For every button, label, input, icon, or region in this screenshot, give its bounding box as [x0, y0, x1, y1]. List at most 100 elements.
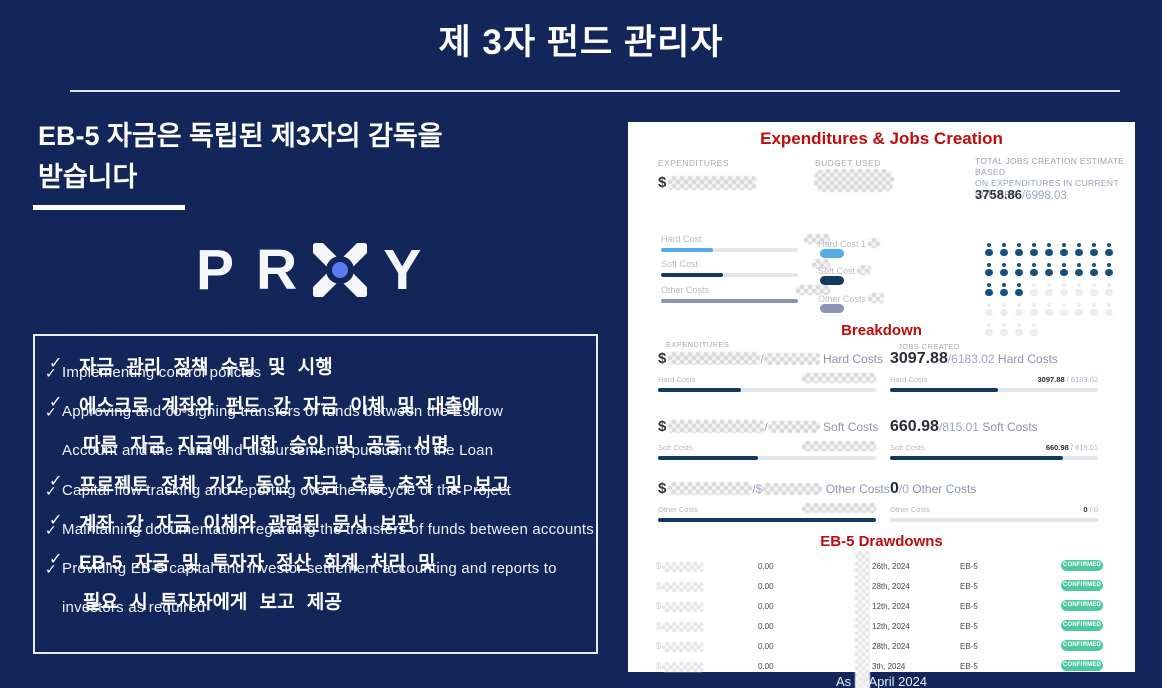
person-icon [1090, 283, 1098, 296]
mini-bar-label: Hard Costs [890, 375, 928, 384]
jobs-value: 660.98 [890, 418, 939, 435]
checklist-text-ko: 따른 자금 지급에 대한 승인 및 공동 서명 [83, 435, 449, 457]
breakdown-title: Breakdown [841, 322, 922, 339]
person-icon [1000, 263, 1008, 276]
person-body [1060, 289, 1068, 296]
drawdown-value: 0.00 [758, 662, 774, 671]
drawdown-amount-redacted: $ [656, 641, 705, 652]
dollar-sign: $ [658, 480, 667, 497]
legend-swatch [820, 276, 844, 285]
budget-used-value-redacted [814, 169, 894, 192]
dollar-sign: $ [658, 350, 667, 367]
breakdown-expenditure-value: $ / Hard Costs [658, 350, 883, 368]
person-head [1077, 263, 1081, 267]
person-body [1105, 309, 1113, 316]
check-icon: ✓ [45, 365, 57, 381]
mini-bar-label: Other Costs [658, 505, 699, 514]
drawdown-amount-redacted: $ [656, 661, 705, 672]
mini-bar-fill [890, 456, 1063, 460]
cost-name: Other Costs [822, 482, 890, 496]
redacted-amount [662, 641, 705, 652]
person-body [1105, 249, 1113, 256]
person-body [1030, 289, 1038, 296]
drawdown-amount-redacted: $ [656, 561, 705, 572]
mini-bar-value-bold: 3097.88 [1037, 375, 1065, 384]
drawdown-row: $0.00 12th, 2024 EB-5 CONFIRMED [656, 598, 1107, 618]
mini-bar-value: 0 / 0 [1083, 505, 1098, 514]
dollar-sign: $ [658, 418, 667, 435]
checklist-line-ko: ✓ 계좌 간 자금 이체와 관련된 문서 보관 [35, 509, 596, 539]
person-head [1107, 303, 1111, 307]
budget-used-label: BUDGET USED [815, 158, 881, 168]
cost-bar-track [661, 248, 798, 252]
person-body [1045, 309, 1053, 316]
breakdown-jobs-value: 660.98/815.01 Soft Costs [890, 418, 1098, 436]
redacted-amount [668, 420, 765, 434]
x-blue-dot [332, 262, 349, 278]
dollar-sign: $ [656, 641, 662, 651]
person-head [1107, 263, 1111, 267]
person-icon [1030, 283, 1038, 296]
person-body [1015, 249, 1023, 256]
person-icon [985, 283, 993, 296]
person-head [1002, 243, 1006, 247]
person-body [1030, 269, 1038, 276]
person-head [1047, 283, 1051, 287]
dollar-sign: $ [656, 601, 662, 611]
person-icon [1105, 263, 1113, 276]
drawdown-type: EB-5 [960, 562, 978, 571]
person-head [1032, 243, 1036, 247]
title-divider [70, 90, 1120, 92]
drawdown-row: $0.00 3th, 2024 EB-5 CONFIRMED [656, 658, 1107, 678]
person-head [1092, 243, 1096, 247]
status-badge: CONFIRMED [1061, 560, 1103, 571]
redacted-amount [668, 352, 761, 366]
person-head [987, 323, 991, 327]
checklist-line-en: ✓ Providing EB-5 capital and investor set… [35, 560, 596, 590]
person-head [1062, 243, 1066, 247]
person-body [985, 309, 993, 316]
person-body [1075, 249, 1083, 256]
person-icon [1000, 283, 1008, 296]
person-head [1062, 283, 1066, 287]
person-icon [1090, 303, 1098, 316]
jobs-estimate-value: 3758.86/6998.03 [975, 186, 1067, 204]
redacted-value [802, 373, 876, 383]
person-head [1047, 243, 1051, 247]
person-icon [1030, 243, 1038, 256]
person-icon [1015, 303, 1023, 316]
person-head [1077, 243, 1081, 247]
person-icon [1060, 303, 1068, 316]
person-head [1092, 263, 1096, 267]
checklist-line-en: ✓ Maintaining documentation regarding the… [35, 521, 596, 551]
person-icon [1075, 283, 1083, 296]
checklist-text-en: Capital flow tracking and reporting over… [62, 481, 512, 499]
person-icon [1075, 303, 1083, 316]
redacted-amount [763, 352, 820, 365]
breakdown-jobs-value: 0/0 Other Costs [890, 480, 1098, 498]
drawdown-type: EB-5 [960, 622, 978, 631]
person-body [1000, 329, 1008, 336]
person-icon [1090, 263, 1098, 276]
check-icon: ✓ [49, 511, 63, 529]
redacted-value [802, 503, 876, 513]
drawdown-type: EB-5 [960, 582, 978, 591]
status-badge: CONFIRMED [1061, 640, 1103, 651]
total-jobs-label-line1: TOTAL JOBS CREATION ESTIMATE BASED [975, 156, 1125, 177]
mini-bar-value-total: / 815.01 [1068, 443, 1098, 452]
lead-underline [33, 205, 185, 210]
jobs-total: /0 [898, 482, 909, 496]
redacted-value [812, 259, 830, 269]
status-badge: CONFIRMED [1061, 580, 1103, 591]
check-icon: ✓ [49, 551, 63, 568]
person-body [1090, 269, 1098, 276]
person-body [1090, 249, 1098, 256]
cost-bar-row: Soft Cost [658, 259, 830, 281]
slash: /$ [752, 482, 763, 496]
mini-bar-value-total: / 6183.02 [1064, 375, 1098, 384]
person-body [1045, 269, 1053, 276]
drawdown-row: $0.00 12th, 2024 EB-5 CONFIRMED [656, 618, 1107, 638]
person-body [1075, 269, 1083, 276]
mini-bar-label: Soft Costs [658, 443, 693, 452]
jobs-value: 0 [890, 480, 899, 497]
